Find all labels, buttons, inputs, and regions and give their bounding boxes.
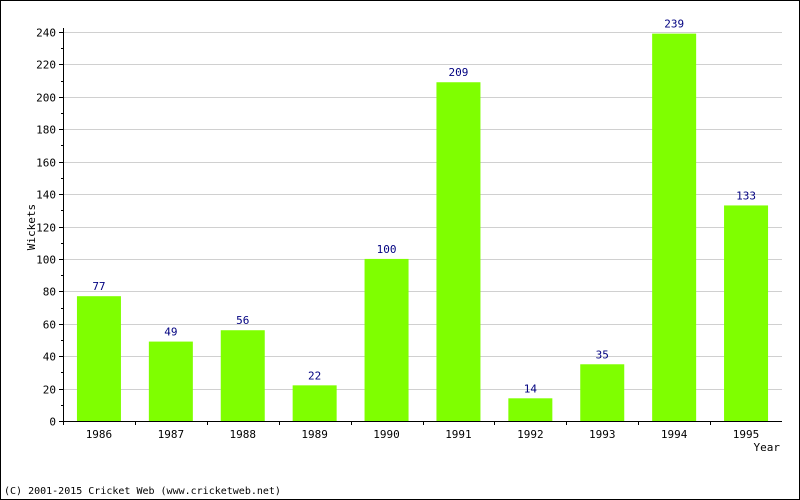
data-label: 49 xyxy=(164,326,177,339)
bar xyxy=(148,341,193,421)
x-tick-label: 1989 xyxy=(301,428,328,441)
bar xyxy=(220,330,265,421)
bar xyxy=(652,33,697,421)
bars: 77 49 56 22 100 209 14 35 239 133 xyxy=(76,18,769,421)
x-tick-label: 1992 xyxy=(517,428,544,441)
bar xyxy=(292,385,337,421)
data-label: 14 xyxy=(524,382,538,395)
data-label: 56 xyxy=(236,314,249,327)
y-tick-label: 240 xyxy=(36,27,56,40)
y-tick-label: 180 xyxy=(36,124,56,137)
x-tick-label: 1991 xyxy=(445,428,472,441)
y-axis-label: Wickets xyxy=(25,204,38,250)
y-tick-label: 160 xyxy=(36,157,56,170)
data-label: 100 xyxy=(377,243,397,256)
y-tick-label: 140 xyxy=(36,189,56,202)
x-axis: 1986 1987 1988 1989 1990 1991 1992 1993 1994 1995 xyxy=(63,421,782,441)
x-tick-label: 1995 xyxy=(733,428,760,441)
data-label: 239 xyxy=(664,18,684,31)
x-tick-label: 1994 xyxy=(661,428,688,441)
bar xyxy=(508,398,553,421)
data-label: 35 xyxy=(596,348,609,361)
y-tick-label: 40 xyxy=(43,351,56,364)
y-tick-label: 0 xyxy=(49,416,56,429)
data-label: 209 xyxy=(449,66,469,79)
y-tick-label: 200 xyxy=(36,92,56,105)
x-tick-label: 1990 xyxy=(373,428,400,441)
bar xyxy=(436,82,481,421)
x-tick-label: 1993 xyxy=(589,428,616,441)
y-tick-label: 120 xyxy=(36,222,56,235)
y-tick-label: 220 xyxy=(36,59,56,72)
data-label: 22 xyxy=(308,369,321,382)
x-tick-label: 1988 xyxy=(230,428,257,441)
y-axis: 0 20 40 60 80 100 120 140 160 180 200 220 240 xyxy=(36,27,64,429)
x-axis-label: Year xyxy=(754,441,781,454)
x-tick-label: 1986 xyxy=(86,428,113,441)
bar xyxy=(364,258,409,421)
bar xyxy=(76,296,121,421)
y-tick-label: 100 xyxy=(36,254,56,267)
copyright-footer: (C) 2001-2015 Cricket Web (www.cricketwe… xyxy=(4,486,281,497)
bar xyxy=(580,364,625,421)
y-tick-label: 60 xyxy=(43,319,56,332)
y-tick-label: 20 xyxy=(43,384,56,397)
x-tick-label: 1987 xyxy=(158,428,185,441)
bar xyxy=(724,205,769,421)
data-label: 133 xyxy=(736,189,756,202)
data-label: 77 xyxy=(92,280,105,293)
y-tick-label: 80 xyxy=(43,286,56,299)
